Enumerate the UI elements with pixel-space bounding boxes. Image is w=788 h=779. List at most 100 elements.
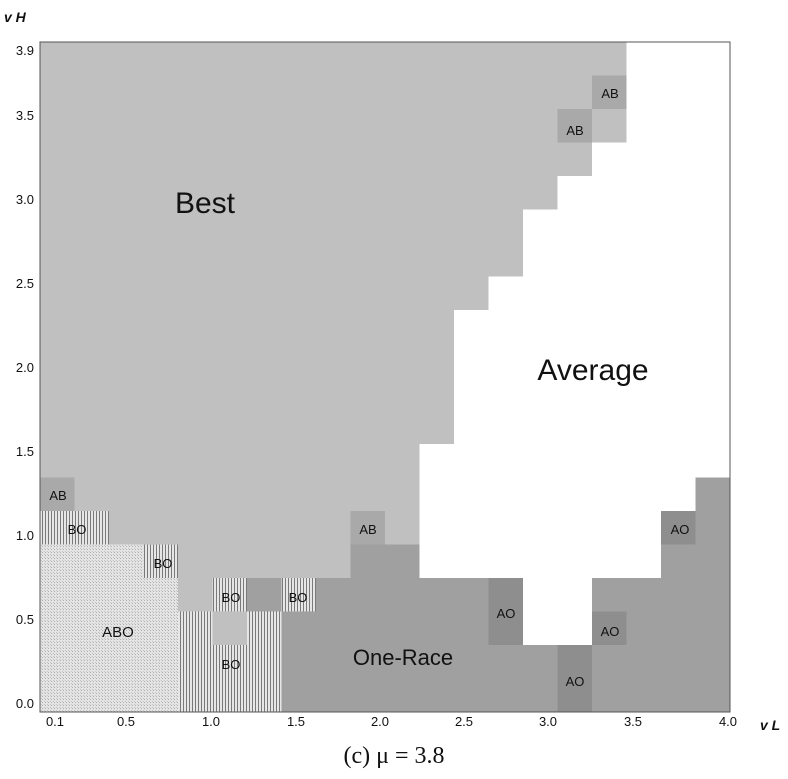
region-cell (488, 511, 524, 545)
region-cell (212, 142, 248, 177)
region-cell (109, 42, 144, 76)
region-cell (454, 42, 489, 76)
region-cell (143, 444, 179, 478)
region-cell (626, 75, 662, 110)
region-cell (419, 343, 455, 378)
region-cell (247, 611, 282, 646)
y-tick-label: 1.0 (16, 528, 34, 543)
region-cell (592, 511, 627, 545)
region-cell (281, 511, 317, 545)
region-label: AB (49, 488, 66, 503)
region-cell (212, 477, 248, 512)
region-cell (143, 645, 179, 679)
region-cell (281, 343, 317, 378)
region-cell (385, 176, 420, 210)
region-cell (695, 410, 731, 445)
region-cell (247, 343, 282, 378)
region-cell (212, 678, 248, 713)
region-cell (661, 511, 696, 545)
region-cell (523, 276, 558, 311)
region-cell (40, 477, 75, 512)
region-cell (488, 109, 524, 143)
region-cell (316, 243, 351, 277)
region-cell (523, 109, 558, 143)
region-cell (316, 176, 351, 210)
region-cell (661, 678, 696, 713)
region-cell (523, 377, 558, 411)
region-cell (143, 343, 179, 378)
x-tick-label: 2.0 (371, 714, 389, 729)
region-cell (661, 109, 696, 143)
region-cell (74, 645, 110, 679)
region-cell (557, 176, 593, 210)
region-cell (212, 511, 248, 545)
region-cell (523, 578, 558, 612)
region-cell (661, 444, 696, 478)
region-cell (247, 678, 282, 713)
region-cell (316, 444, 351, 478)
region-cell (385, 209, 420, 244)
region-cell (316, 109, 351, 143)
region-cell (454, 343, 489, 378)
region-cell (40, 75, 75, 110)
region-cell (212, 276, 248, 311)
region-cell (488, 243, 524, 277)
region-cell (281, 276, 317, 311)
region-cell (143, 377, 179, 411)
region-cell (178, 42, 213, 76)
region-cell (385, 310, 420, 344)
region-cell (109, 276, 144, 311)
x-tick-label: 3.0 (539, 714, 557, 729)
region-cell (385, 678, 420, 713)
region-cell (385, 444, 420, 478)
region-cell (626, 42, 662, 76)
region-cell (178, 410, 213, 445)
region-label: AB (359, 522, 376, 537)
region-cell (247, 544, 282, 579)
region-cell (212, 209, 248, 244)
region-cell (592, 377, 627, 411)
region-cell (626, 578, 662, 612)
region-cell (316, 75, 351, 110)
region-cell (143, 243, 179, 277)
region-cell (316, 142, 351, 177)
region-cell (523, 142, 558, 177)
region-cell (488, 444, 524, 478)
region-cell (281, 176, 317, 210)
region-cell (557, 544, 593, 579)
region-cell (385, 477, 420, 512)
region-cell (523, 645, 558, 679)
region-label: AO (601, 624, 620, 639)
region-cell (419, 645, 455, 679)
region-cell (212, 544, 248, 579)
region-cell (695, 243, 731, 277)
region-cell (661, 410, 696, 445)
region-cell (143, 209, 179, 244)
region-cell (385, 645, 420, 679)
region-cell (626, 410, 662, 445)
region-cell (109, 109, 144, 143)
region-cell (109, 343, 144, 378)
region-cell (454, 444, 489, 478)
region-label: BO (222, 657, 241, 672)
region-cell (350, 310, 386, 344)
region-cell (523, 444, 558, 478)
x-tick-label: 3.5 (624, 714, 642, 729)
region-cell (74, 75, 110, 110)
region-cell (109, 75, 144, 110)
region-cell (109, 611, 144, 646)
region-cell (247, 410, 282, 445)
region-cell (40, 310, 75, 344)
region-cell (178, 343, 213, 378)
region-label: AB (566, 123, 583, 138)
region-cell (212, 42, 248, 76)
region-cell (40, 243, 75, 277)
region-cell (488, 343, 524, 378)
region-cell (523, 678, 558, 713)
region-cell (212, 410, 248, 445)
region-cell (557, 276, 593, 311)
region-cell (419, 209, 455, 244)
region-cell (385, 377, 420, 411)
region-cell (523, 611, 558, 646)
region-cell (40, 377, 75, 411)
